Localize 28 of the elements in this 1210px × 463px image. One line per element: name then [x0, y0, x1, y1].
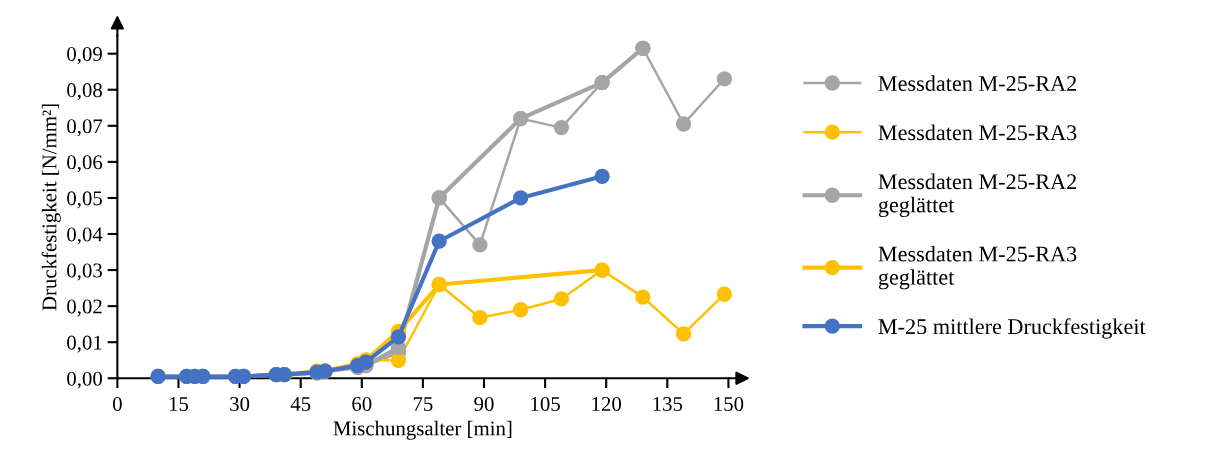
legend-label: Messdaten M-25-RA2 [878, 75, 1076, 91]
x-tick-label: 15 [169, 397, 189, 411]
y-axis-title: Druckfestigkeit [N/mm²] [41, 104, 61, 311]
x-tick-label: 120 [592, 396, 622, 411]
x-tick-label: 60 [352, 396, 372, 411]
y-tick-label: 0,01 [67, 335, 102, 353]
x-tick-label: 135 [653, 396, 683, 411]
x-tick-label: 105 [531, 396, 560, 411]
y-tick-label: 0,08 [67, 83, 102, 101]
y-tick-label: 0,07 [67, 119, 103, 137]
y-tick-label: 0,04 [67, 227, 103, 245]
x-axis-title: Mischungsalter [min] [333, 420, 512, 440]
legend-label: Messdaten M-25-RA3 geglättet [878, 245, 1077, 290]
y-tick-label: 0,03 [67, 263, 102, 281]
x-tick-label: 0 [112, 396, 122, 411]
y-tick-label: 0,05 [67, 191, 102, 209]
y-tick-label: 0,00 [67, 371, 102, 389]
x-tick-label: 30 [230, 396, 250, 411]
x-tick-label: 75 [413, 397, 433, 411]
legend-label: Messdaten M-25-RA2 geglättet [878, 173, 1076, 218]
y-tick-label: 0,02 [67, 299, 102, 317]
x-tick-label: 90 [474, 396, 494, 411]
y-tick-label: 0,09 [67, 47, 102, 65]
legend-label: Messdaten M-25-RA3 [878, 124, 1077, 141]
x-tick-label: 45 [290, 397, 311, 411]
y-tick-label: 0,06 [67, 155, 103, 173]
x-tick-label: 150 [714, 396, 744, 411]
legend-label: M-25 mittlere Druckfestigkeit [878, 318, 1146, 339]
